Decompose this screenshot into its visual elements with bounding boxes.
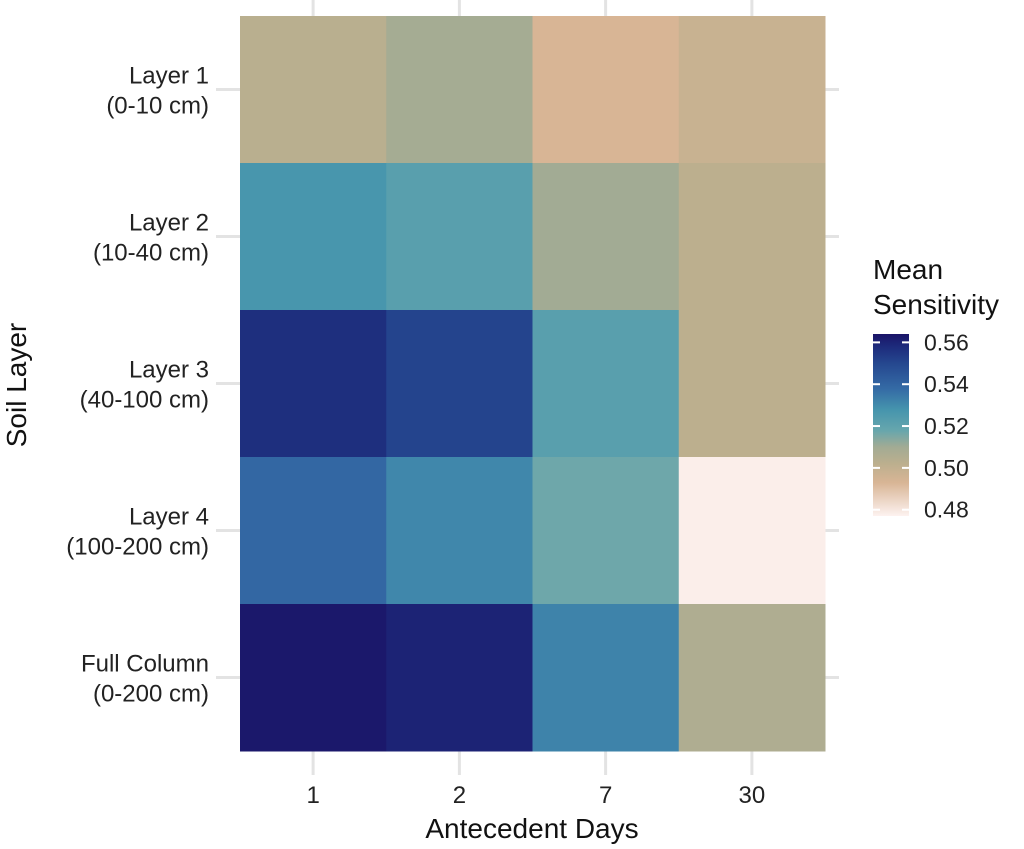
heatmap-cell: [240, 457, 387, 605]
legend-title-line-1: Mean: [873, 254, 943, 285]
heatmap-cell: [532, 457, 680, 605]
y-tick-label: Layer 1 (0-10 cm): [106, 63, 209, 120]
x-tick-label: 2: [453, 782, 466, 809]
legend-ticks: 0.56 0.54 0.52 0.50 0.48: [873, 329, 969, 523]
heatmap-cell: [386, 604, 533, 752]
legend-tick-label: 0.56: [924, 329, 969, 355]
heatmap-cell: [386, 457, 533, 605]
heatmap-cell: [532, 604, 680, 752]
x-axis-tick-labels: 1 2 7 30: [306, 782, 765, 809]
y-tick-label: Full Column (0-200 cm): [81, 651, 209, 708]
x-tick-label: 30: [739, 782, 766, 809]
heatmap-cell: [386, 310, 533, 458]
heatmap-cell: [678, 16, 826, 164]
x-tick-label: 7: [599, 782, 612, 809]
y-tick-label: Layer 3 (40-100 cm): [80, 357, 209, 414]
legend-tick-label: 0.50: [924, 455, 969, 481]
heatmap-cell: [532, 163, 680, 311]
color-legend: Mean Sensitivity 0.56 0.54 0.52 0.50 0.48: [873, 254, 999, 523]
y-tick-label: Layer 2 (10-40 cm): [93, 210, 209, 267]
x-axis-title: Antecedent Days: [425, 813, 638, 844]
legend-tick-label: 0.48: [924, 497, 969, 523]
heatmap-cell: [386, 163, 533, 311]
heatmap-cells: [240, 16, 826, 752]
heatmap-cell: [240, 163, 387, 311]
y-axis-tick-labels: Layer 1 (0-10 cm) Layer 2 (10-40 cm) Layer 3…: [66, 63, 209, 708]
heatmap-cell: [678, 310, 826, 458]
x-tick-label: 1: [306, 782, 319, 809]
heatmap-cell: [386, 16, 533, 164]
legend-colorbar: [873, 334, 909, 516]
legend-title-line-2: Sensitivity: [873, 289, 999, 320]
legend-tick-label: 0.52: [924, 413, 969, 439]
heatmap-cell: [532, 310, 680, 458]
y-axis-title: Soil Layer: [1, 323, 32, 448]
heatmap-cell: [240, 310, 387, 458]
heatmap-cell: [240, 16, 387, 164]
heatmap-cell: [678, 457, 826, 605]
heatmap-cell: [678, 163, 826, 311]
heatmap-cell: [240, 604, 387, 752]
heatmap-cell: [678, 604, 826, 752]
legend-tick-label: 0.54: [924, 371, 969, 397]
heatmap-cell: [532, 16, 680, 164]
y-tick-label: Layer 4 (100-200 cm): [66, 504, 209, 561]
